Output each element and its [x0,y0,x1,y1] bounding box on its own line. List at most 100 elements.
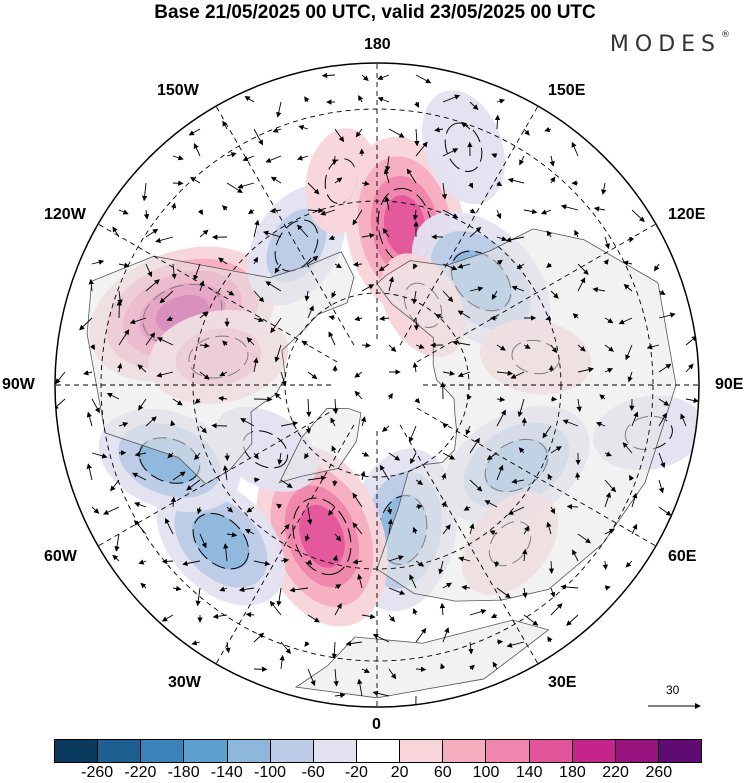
colorbar-tick-label: 20 [390,764,409,781]
wind-arrow [199,229,209,238]
wind-arrow [386,506,393,515]
wind-arrow [274,344,282,363]
wind-arrow [137,364,147,373]
wind-arrow [441,182,448,200]
wind-arrow [523,525,530,535]
wind-arrow [469,208,476,214]
wind-arrow [415,343,425,349]
wind-arrow [289,587,309,593]
colorbar-segment [184,740,228,762]
wind-arrow [523,343,531,349]
wind-arrow [415,504,423,510]
label-60w: 60W [44,548,77,565]
wind-arrow [307,255,319,265]
wind-arrow [546,262,553,269]
wind-arrow [354,390,363,400]
wind-arrow [646,344,660,350]
wind-arrow [604,368,614,373]
wind-arrow [415,141,428,157]
wind-arrow [540,209,552,215]
wind-arrow [145,263,153,278]
wind-arrow [225,641,231,654]
wind-arrow [550,176,556,184]
wind-arrow [361,451,370,457]
wind-arrow [372,634,390,643]
wind-arrow [507,177,525,184]
wind-arrow [441,500,447,508]
wind-arrow [106,392,120,400]
wind-arrow [507,506,525,515]
wind-arrow [631,411,639,427]
wind-arrow [277,452,283,466]
wind-arrow [296,224,309,238]
wind-arrow [253,357,259,373]
wind-arrow [159,290,174,304]
wind-arrow [172,398,183,406]
wind-arrow [361,613,376,620]
wind-arrow [188,128,201,136]
map-border [54,62,700,708]
wind-arrow [138,559,147,565]
wind-arrow [190,177,201,184]
wind-arrow [237,182,255,189]
wind-arrow [226,290,235,296]
wind-arrow [361,74,369,82]
wind-arrow [458,556,471,562]
wind-arrow [457,371,471,378]
wind-arrow [631,209,645,223]
wind-arrow [199,425,207,434]
wind-arrow [307,668,316,687]
label-150e: 150E [548,82,586,99]
wind-arrow [328,235,336,241]
wind-arrow [604,491,611,508]
wind-arrow [361,284,375,292]
wind-arrow [253,219,260,238]
wind-arrow [138,398,147,411]
wind-arrow [560,584,579,590]
wind-arrow [132,472,147,481]
wind-arrow [193,263,201,281]
wind-arrow [219,371,228,377]
wind-arrow [194,452,201,461]
wind-arrow [145,416,157,427]
wind-arrow [549,155,555,167]
colorbar-tick-label: 60 [433,764,452,781]
label-90e: 90E [715,376,744,393]
wind-arrow [442,370,456,376]
wind-arrow [604,344,615,352]
anomaly-low-5 [422,90,506,205]
wind-arrow [244,96,255,103]
wind-arrow [415,627,427,643]
wind-arrow [469,523,475,535]
wind-arrow [435,314,444,320]
wind-arrow [511,285,525,292]
wind-arrow [226,532,238,538]
wind-arrow [496,98,506,104]
wind-arrow [265,155,282,163]
wind-arrow [307,506,313,525]
wind-arrow [304,533,310,542]
wind-arrow [332,479,338,487]
wind-arrow [388,614,396,623]
wind-arrow [469,226,482,238]
wind-arrow [133,519,147,535]
wind-arrow [193,143,201,157]
wind-arrow [388,587,406,595]
colorbar-tick-label: 100 [472,764,500,781]
wind-arrow [412,290,418,305]
wind-arrow [658,363,672,373]
wind-arrow [197,209,204,216]
wind-arrow [270,317,282,334]
colorbar-tick-label: 260 [645,764,673,781]
label-0: 0 [372,716,381,733]
wind-arrow [89,344,95,351]
wind-arrow [457,263,471,269]
wind-arrow [280,371,287,387]
wind-arrow [307,182,320,195]
wind-vectors [55,72,699,707]
wind-arrow [134,502,147,508]
wind-arrow [442,148,459,157]
wind-arrow [334,177,343,184]
wind-arrow [83,370,93,376]
wind-arrow [653,263,660,272]
